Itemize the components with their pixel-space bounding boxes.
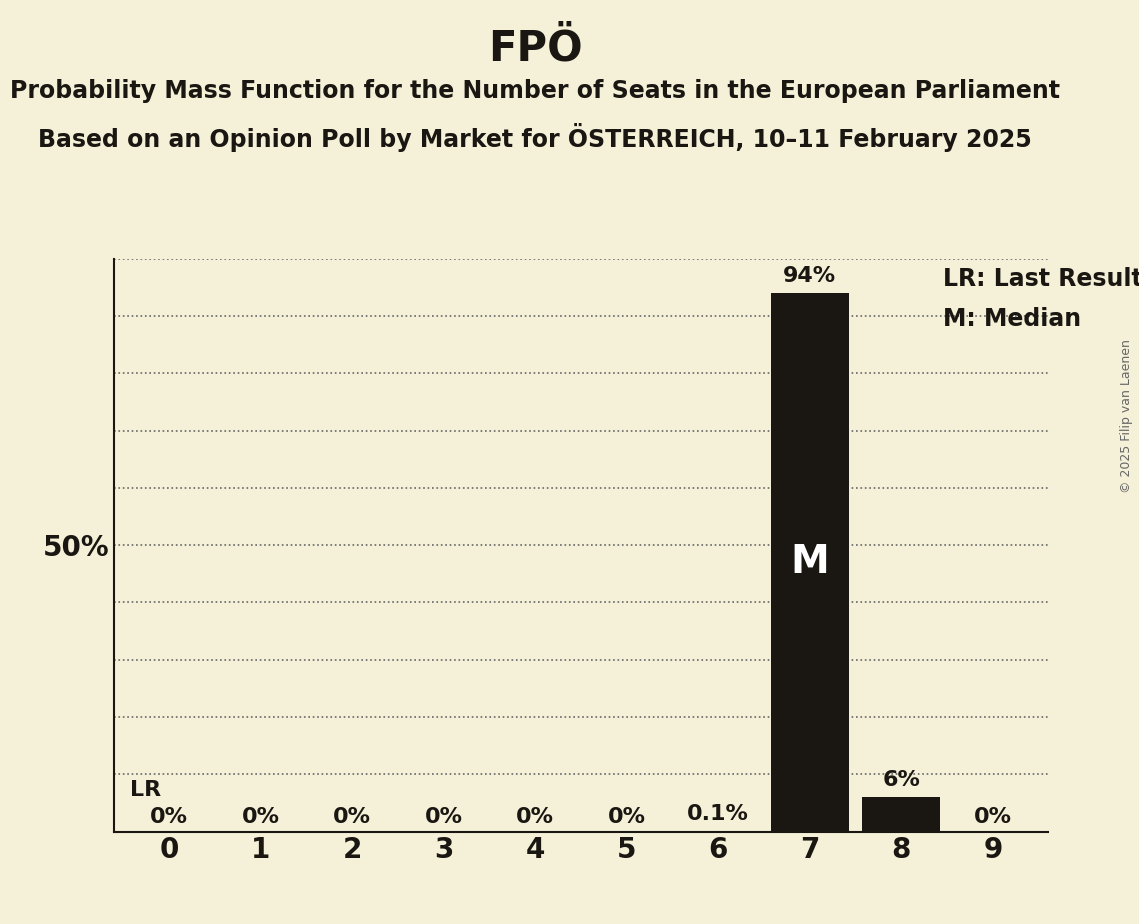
Text: 0%: 0% <box>150 807 188 827</box>
Bar <box>771 293 849 832</box>
Text: 0%: 0% <box>425 807 462 827</box>
Text: M: M <box>790 543 829 581</box>
Text: Probability Mass Function for the Number of Seats in the European Parliament: Probability Mass Function for the Number… <box>10 79 1060 103</box>
Text: 0%: 0% <box>516 807 554 827</box>
Text: 0%: 0% <box>241 807 279 827</box>
Bar <box>862 797 941 832</box>
Text: M: Median: M: Median <box>943 308 1081 332</box>
Text: 0%: 0% <box>974 807 1011 827</box>
Text: FPÖ: FPÖ <box>487 28 583 69</box>
Text: LR: Last Result: LR: Last Result <box>943 267 1139 291</box>
Text: 94%: 94% <box>784 266 836 286</box>
Text: Based on an Opinion Poll by Market for ÖSTERREICH, 10–11 February 2025: Based on an Opinion Poll by Market for Ö… <box>39 123 1032 152</box>
Text: © 2025 Filip van Laenen: © 2025 Filip van Laenen <box>1121 339 1133 492</box>
Text: 6%: 6% <box>883 771 920 790</box>
Text: 0%: 0% <box>333 807 371 827</box>
Text: 0.1%: 0.1% <box>687 804 749 824</box>
Text: 0%: 0% <box>608 807 646 827</box>
Text: LR: LR <box>130 780 162 800</box>
